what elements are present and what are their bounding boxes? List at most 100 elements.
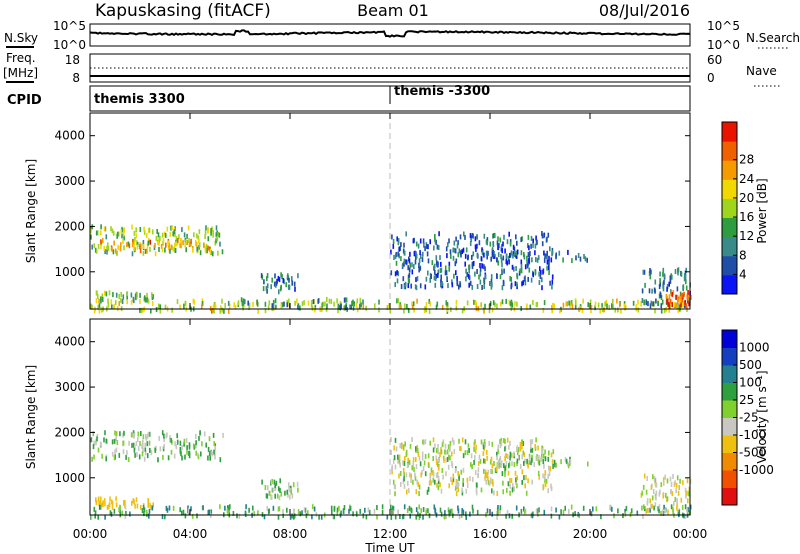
- power-cell-s6: [538, 271, 540, 277]
- power-cell-s3: [388, 303, 390, 309]
- velocity-cell-s4: [461, 487, 463, 493]
- velocity-cell-s1: [131, 500, 133, 506]
- power-cell-s3: [492, 300, 495, 306]
- velocity-cell-s3: [288, 482, 290, 488]
- power-cell-s6: [508, 231, 510, 237]
- velocity-cell-s2: [531, 513, 534, 519]
- velocity-cell-s2: [643, 506, 646, 512]
- power-cell-s6: [551, 274, 554, 280]
- power-cell-s3: [482, 307, 485, 313]
- power-cell-s6: [548, 265, 550, 271]
- power-cell-s3: [606, 303, 608, 309]
- power-cell-s8: [669, 275, 672, 281]
- power-cell-s1: [142, 243, 145, 249]
- power-cell-s6: [394, 254, 397, 260]
- power-cell-s6: [429, 239, 431, 245]
- power-cell-s3: [516, 301, 518, 307]
- velocity-cell-s6: [646, 476, 648, 481]
- velocity-cell-s3: [286, 489, 288, 495]
- power-cell-s0: [142, 240, 145, 245]
- velocity-cell-s6: [686, 507, 688, 513]
- power-cell-s8: [674, 269, 677, 274]
- velocity-cell-s4: [391, 467, 393, 472]
- velocity-cell-s4: [499, 439, 501, 445]
- power-cell-s4: [283, 301, 285, 307]
- power-cell-s3: [98, 308, 101, 314]
- power-ytick-label-1: 2000: [54, 219, 85, 233]
- velocity-cell-s4: [544, 482, 547, 488]
- velocity-cell-s4: [422, 466, 425, 472]
- power-colorbar-swatch-5: [722, 179, 737, 199]
- velocity-cell-s5: [508, 463, 510, 469]
- velocity-cell-s4: [436, 461, 439, 467]
- power-cell-s6: [464, 234, 466, 240]
- power-cell-s8: [669, 278, 672, 284]
- velocity-cell-s6: [641, 490, 644, 496]
- velocity-cell-s4: [436, 482, 438, 488]
- velocity-cell-s4: [547, 488, 549, 494]
- power-cell-s3: [446, 302, 449, 308]
- xtick-label-1: 04:00: [173, 527, 208, 541]
- velocity-cell-s4: [541, 448, 544, 454]
- velocity-cell-s4: [466, 482, 469, 488]
- velocity-cell-s4: [432, 437, 435, 443]
- power-cell-s2: [146, 292, 148, 298]
- velocity-cell-s4: [473, 446, 475, 452]
- power-cell-s6: [459, 250, 462, 256]
- power-cell-s0: [135, 227, 137, 233]
- velocity-cell-s4: [416, 448, 419, 453]
- velocity-cell-s0: [222, 432, 224, 438]
- velocity-cell-s6: [645, 489, 648, 495]
- power-cell-s6: [505, 259, 508, 265]
- power-cell-s6: [421, 257, 424, 263]
- velocity-cell-s4: [403, 483, 406, 489]
- power-cell-s6: [427, 270, 429, 276]
- velocity-cell-s2: [592, 506, 594, 512]
- power-cell-s3: [429, 301, 432, 307]
- velocity-cell-s4: [429, 479, 431, 485]
- velocity-cell-s4: [449, 455, 451, 461]
- power-cell-s6: [398, 253, 400, 259]
- power-cell-s3: [597, 302, 600, 308]
- power-cell-s3: [623, 303, 626, 309]
- power-cell-s6: [433, 245, 435, 251]
- power-cell-s3: [296, 298, 298, 304]
- velocity-cell-s4: [437, 465, 440, 471]
- power-cell-s6: [400, 256, 402, 262]
- velocity-cell-s4: [417, 451, 420, 457]
- power-cell-s6: [534, 243, 537, 249]
- power-cell-s8: [651, 288, 653, 294]
- velocity-cell-s0: [170, 449, 173, 455]
- power-cell-s3: [574, 304, 577, 310]
- power-cell-s6: [535, 257, 537, 263]
- velocity-cell-s2: [336, 511, 339, 517]
- power-cell-s3: [398, 303, 401, 309]
- velocity-cell-s2: [657, 506, 659, 512]
- velocity-cell-s5: [517, 455, 520, 461]
- velocity-cell-s6: [658, 504, 661, 510]
- velocity-cell-s4: [523, 475, 525, 481]
- velocity-cell-s4: [476, 482, 478, 488]
- power-cell-s3: [264, 301, 267, 307]
- power-cell-s3: [126, 299, 128, 305]
- velocity-cell-s4: [405, 451, 408, 457]
- power-cell-s0: [142, 250, 145, 256]
- velocity-cell-s0: [118, 452, 121, 458]
- velocity-cell-s3: [266, 493, 269, 499]
- velocity-cell-s6: [649, 498, 651, 504]
- power-cell-s6: [440, 261, 442, 267]
- power-cell-s6: [468, 264, 471, 270]
- velocity-cell-s4: [497, 460, 500, 466]
- velocity-cell-s2: [232, 511, 235, 516]
- velocity-cell-s4: [491, 469, 493, 475]
- power-cell-s6: [435, 255, 438, 261]
- power-ytick-label-3: 4000: [54, 129, 85, 143]
- power-cell-s3: [365, 305, 367, 311]
- power-cell-s6: [521, 281, 523, 287]
- power-cell-s3: [559, 308, 561, 314]
- power-cell-s6: [480, 256, 483, 262]
- velocity-cell-s4: [480, 487, 483, 493]
- power-cell-s0: [149, 246, 151, 252]
- power-cell-s4: [256, 299, 258, 305]
